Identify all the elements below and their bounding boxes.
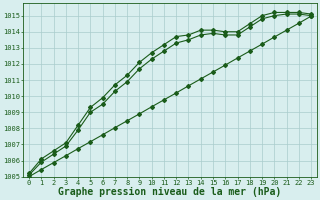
X-axis label: Graphe pression niveau de la mer (hPa): Graphe pression niveau de la mer (hPa) bbox=[59, 187, 282, 197]
